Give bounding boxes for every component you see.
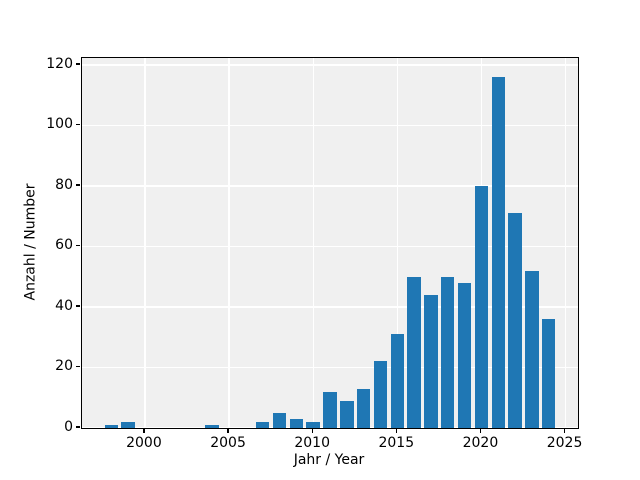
bar-2008 xyxy=(272,412,287,428)
bar-2024 xyxy=(541,319,556,428)
v-gridline-2025 xyxy=(564,58,567,428)
bar-2010 xyxy=(306,421,320,428)
v-gridline-2005 xyxy=(228,58,230,428)
v-gridline-2000 xyxy=(144,58,146,428)
x-tick-label-2000: 2000 xyxy=(126,435,162,451)
bar-2007 xyxy=(255,421,270,428)
h-gridline-100 xyxy=(82,124,578,127)
y-tick-mark-120 xyxy=(76,63,80,65)
y-tick-mark-0 xyxy=(76,426,80,428)
v-gridline-2015 xyxy=(396,58,398,428)
x-tick-label-2025: 2025 xyxy=(546,435,583,451)
bar-2011 xyxy=(323,391,337,428)
bar-1998 xyxy=(104,424,118,428)
x-tick-label-2005: 2005 xyxy=(210,435,246,451)
h-gridline-40 xyxy=(82,306,578,308)
y-tick-label-80: 80 xyxy=(55,176,73,193)
bar-1999 xyxy=(121,421,135,428)
y-tick-label-20: 20 xyxy=(55,358,73,375)
bar-2017 xyxy=(424,294,438,428)
bar-2012 xyxy=(340,400,354,428)
bar-2004 xyxy=(205,424,219,428)
bar-2016 xyxy=(407,276,421,428)
bar-2013 xyxy=(356,388,371,428)
bar-2015 xyxy=(390,334,405,428)
x-tick-label-2015: 2015 xyxy=(378,435,415,451)
x-tick-label-2010: 2010 xyxy=(294,435,330,451)
bar-2018 xyxy=(441,276,455,428)
bar-2014 xyxy=(373,361,388,428)
plot-inner xyxy=(82,58,578,428)
y-tick-mark-40 xyxy=(76,305,80,307)
x-tick-mark-2020 xyxy=(479,429,481,433)
y-tick-mark-20 xyxy=(76,365,80,368)
y-tick-label-40: 40 xyxy=(55,297,73,314)
plot-area xyxy=(81,57,579,429)
x-tick-mark-2010 xyxy=(311,429,313,433)
y-tick-label-120: 120 xyxy=(46,55,73,72)
x-axis-label: Jahr / Year xyxy=(293,452,365,468)
h-gridline-80 xyxy=(82,185,578,187)
y-tick-label-100: 100 xyxy=(46,116,73,133)
y-tick-mark-80 xyxy=(76,184,80,186)
bar-2023 xyxy=(525,270,539,428)
x-tick-label-2020: 2020 xyxy=(462,435,499,451)
h-gridline-20 xyxy=(82,366,578,369)
bar-2020 xyxy=(474,185,489,428)
bar-2009 xyxy=(289,418,304,428)
bar-2019 xyxy=(457,282,472,428)
h-gridline-60 xyxy=(82,245,578,248)
x-tick-mark-2005 xyxy=(227,429,229,433)
x-tick-mark-2025 xyxy=(563,429,566,433)
v-gridline-2010 xyxy=(312,58,314,428)
h-gridline-120 xyxy=(82,64,578,66)
bar-2022 xyxy=(508,213,522,428)
y-tick-mark-60 xyxy=(76,244,80,247)
y-tick-mark-100 xyxy=(76,123,80,126)
x-tick-mark-2015 xyxy=(395,429,397,433)
y-tick-label-0: 0 xyxy=(64,419,73,435)
bar-2021 xyxy=(491,77,505,428)
y-tick-label-60: 60 xyxy=(55,237,73,254)
x-tick-mark-2000 xyxy=(143,429,145,433)
